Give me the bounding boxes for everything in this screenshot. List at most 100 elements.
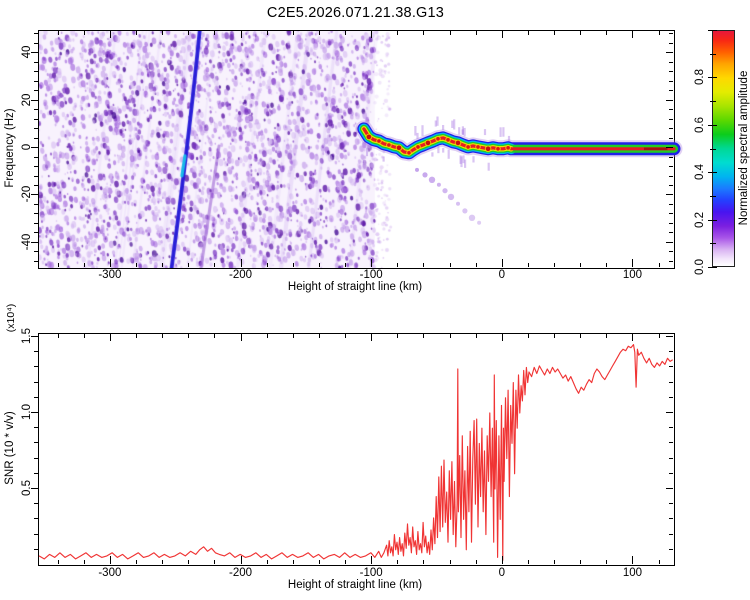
tick-mark [31, 336, 38, 338]
tick-mark [34, 80, 38, 82]
tick-mark [669, 166, 673, 168]
y-tick-label: 1.5 [21, 328, 33, 345]
tick-mark [57, 262, 59, 267]
tick-mark [57, 333, 59, 338]
tick-mark [135, 262, 137, 267]
tick-mark [34, 427, 38, 429]
tick-mark [292, 559, 294, 564]
tick-mark [34, 109, 38, 111]
y-tick-label: 0 [21, 143, 33, 151]
trail-dot [442, 188, 448, 194]
tick-mark [632, 556, 634, 564]
tick-mark [527, 262, 529, 267]
top-x-axis-label: Height of straight line (km) [287, 281, 423, 293]
tick-mark [669, 118, 673, 120]
trail-dot [436, 182, 441, 187]
tick-mark [34, 518, 38, 520]
tick-mark [34, 118, 38, 120]
tick-mark [669, 518, 673, 520]
tick-mark [669, 137, 673, 139]
tick-mark [345, 333, 347, 338]
tick-mark [34, 61, 38, 63]
tick-mark [34, 503, 38, 505]
tick-mark [318, 559, 320, 564]
tick-mark [632, 333, 634, 341]
tick-mark [554, 30, 556, 35]
tick-mark [632, 30, 634, 38]
tick-mark [188, 262, 190, 267]
tick-mark [318, 333, 320, 338]
tick-mark [162, 262, 164, 267]
tick-mark [669, 128, 673, 130]
trail-dot [456, 201, 460, 206]
tick-mark [240, 556, 242, 564]
tick-mark [318, 262, 320, 267]
tick-mark [708, 267, 717, 268]
tick-mark [669, 61, 673, 63]
tick-mark [34, 260, 38, 262]
y-tick-label: 0.0 [694, 259, 706, 275]
tick-mark [710, 53, 716, 55]
tick-mark [34, 42, 38, 44]
tick-mark [345, 559, 347, 564]
tick-mark [669, 222, 673, 224]
tick-mark [501, 259, 503, 267]
tick-mark [109, 333, 111, 341]
tick-mark [34, 90, 38, 92]
tick-mark [34, 128, 38, 130]
trace-red-dot [484, 145, 492, 153]
tick-mark [371, 259, 373, 267]
tick-mark [423, 333, 425, 338]
trace-red-dot [395, 144, 403, 152]
tick-mark [397, 559, 399, 564]
tick-mark [710, 195, 716, 197]
trail-dot [462, 208, 468, 214]
tick-mark [214, 333, 216, 338]
tick-mark [188, 30, 190, 35]
tick-mark [162, 30, 164, 35]
tick-mark [34, 548, 38, 550]
tick-mark [475, 559, 477, 564]
x-tick-label: 0 [498, 567, 506, 579]
trace-red-dot [465, 144, 471, 150]
y-tick-label: 0.8 [694, 69, 706, 86]
x-tick-label: 100 [622, 269, 643, 281]
snr-polyline [38, 344, 674, 561]
tick-mark [669, 548, 673, 550]
tick-mark [669, 351, 673, 353]
trace-red-dot [365, 133, 373, 141]
tick-mark [554, 262, 556, 267]
tick-mark [240, 333, 242, 341]
tick-mark [31, 147, 38, 149]
tick-mark [345, 262, 347, 267]
tick-mark [669, 260, 673, 262]
tick-mark [669, 533, 673, 535]
tick-mark [669, 184, 673, 186]
tick-mark [266, 559, 268, 564]
tick-mark [109, 556, 111, 564]
tick-mark [57, 559, 59, 564]
tick-mark [214, 262, 216, 267]
tick-mark [669, 175, 673, 177]
tick-mark [31, 194, 38, 196]
colorbar-gradient [713, 31, 734, 266]
tick-mark [666, 241, 673, 243]
tick-mark [34, 381, 38, 383]
tick-mark [397, 333, 399, 338]
tick-mark [632, 259, 634, 267]
tick-mark [708, 77, 717, 79]
snr-scale-note: (x10⁴) [5, 303, 17, 333]
page-title: C2E5.2026.071.21.38.G13 [266, 5, 445, 21]
tick-mark [397, 262, 399, 267]
tick-mark [710, 101, 716, 103]
trace-red-dot [475, 144, 481, 150]
tick-mark [292, 30, 294, 35]
tick-mark [345, 30, 347, 35]
y-tick-label: 0.2 [694, 211, 706, 228]
tick-mark [34, 251, 38, 253]
tick-mark [666, 147, 673, 149]
tick-mark [449, 559, 451, 564]
trail-dot [428, 176, 436, 183]
tick-mark [34, 213, 38, 215]
trail-dot [415, 167, 419, 172]
